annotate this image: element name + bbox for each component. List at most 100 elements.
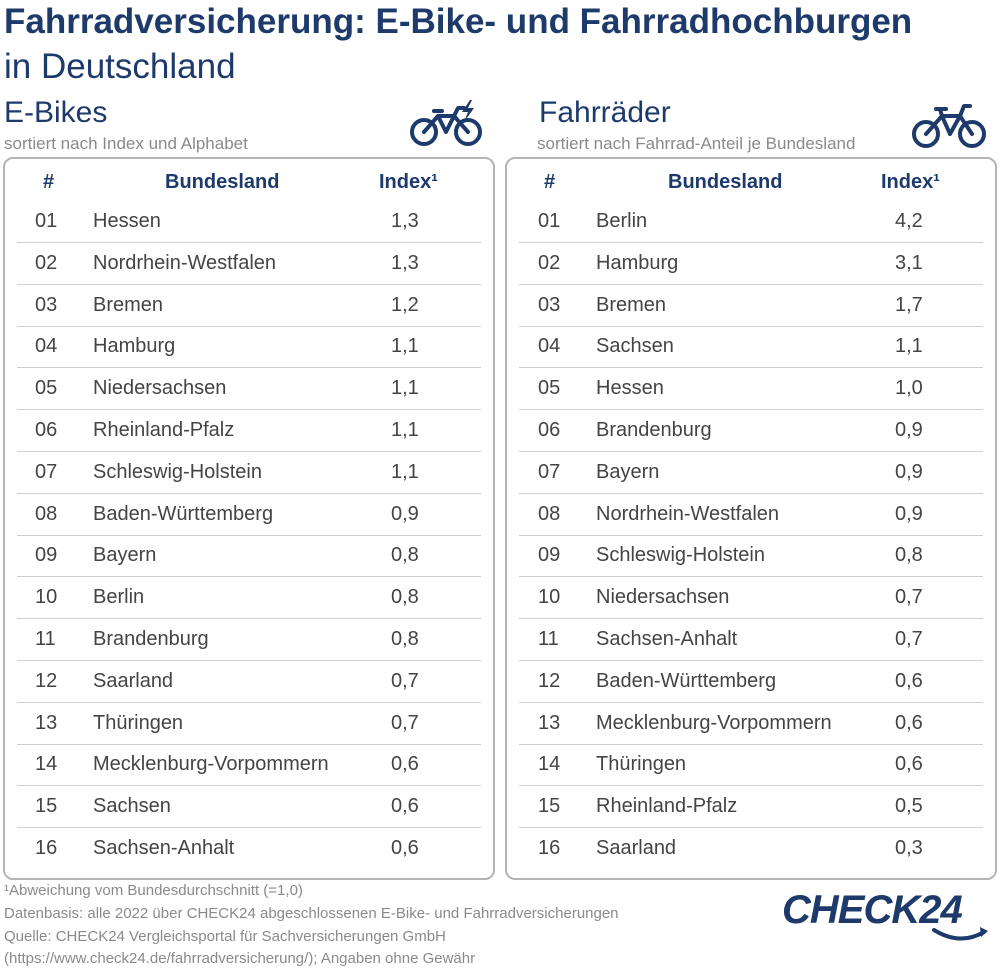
row-state: Schleswig-Holstein	[596, 544, 765, 567]
row-rank: 09	[35, 544, 58, 567]
row-rank: 06	[538, 419, 561, 441]
row-divider	[17, 451, 481, 452]
table-row: 10 Niedersachsen 0,7	[507, 577, 995, 620]
table-row: 14 Thüringen 0,6	[507, 744, 995, 787]
row-state: Sachsen-Anhalt	[93, 837, 235, 859]
check24-logo: CHECK24	[782, 888, 963, 933]
check24-logo-text: CHECK24	[782, 888, 963, 932]
row-state: Mecklenburg-Vorpommern	[596, 711, 832, 734]
table-row: 10 Berlin 0,8	[5, 577, 493, 620]
row-state: Baden-Württemberg	[596, 669, 777, 692]
table-row: 15 Rheinland-Pfalz 0,5	[507, 786, 995, 829]
table-row: 02 Nordrhein-Westfalen 1,3	[5, 243, 493, 285]
row-divider	[519, 409, 983, 411]
column-header-index: Index¹	[881, 171, 940, 193]
row-rank: 08	[538, 502, 561, 525]
ebikes-section-title: E-Bikes	[4, 96, 108, 129]
row-rank: 05	[35, 377, 58, 400]
row-state: Niedersachsen	[596, 586, 730, 609]
row-rank: 08	[35, 502, 58, 525]
table-row: 01 Berlin 4,2	[507, 201, 995, 243]
row-index: 0,8	[895, 544, 923, 567]
row-divider	[17, 701, 481, 703]
table-row: 06 Rheinland-Pfalz 1,1	[5, 410, 493, 452]
bicycles-table: # Bundesland Index¹ 01 Berlin 4,2 02 Hamburg…	[505, 157, 997, 880]
bicycle-icon	[912, 104, 986, 148]
row-index: 1,1	[391, 377, 419, 400]
footnote-data-basis: Datenbasis: alle 2022 über CHECK24 abges…	[4, 905, 619, 922]
table-row: 13 Thüringen 0,7	[5, 703, 493, 745]
row-rank: 02	[35, 251, 58, 274]
column-header-state: Bundesland	[668, 171, 783, 193]
table-row: 04 Hamburg 1,1	[5, 326, 493, 369]
row-divider	[519, 618, 983, 620]
row-index: 0,9	[391, 502, 419, 525]
row-rank: 05	[538, 377, 561, 400]
row-divider	[17, 492, 481, 494]
row-index: 0,9	[895, 502, 923, 525]
row-rank: 09	[538, 544, 561, 567]
row-index: 0,8	[391, 586, 419, 609]
table-row: 09 Schleswig-Holstein 0,8	[507, 535, 995, 578]
row-state: Berlin	[596, 210, 648, 232]
row-divider	[17, 325, 481, 327]
row-index: 0,6	[391, 837, 419, 859]
row-divider	[17, 367, 481, 369]
row-state: Berlin	[93, 586, 145, 609]
row-index: 3,1	[895, 251, 923, 274]
row-index: 0,8	[391, 628, 419, 650]
row-rank: 12	[538, 669, 561, 692]
row-index: 0,7	[895, 586, 923, 609]
row-divider	[519, 701, 983, 703]
row-index: 0,9	[895, 460, 923, 483]
row-state: Bayern	[596, 460, 660, 483]
table-row: 06 Brandenburg 0,9	[507, 410, 995, 452]
row-state: Bremen	[93, 293, 164, 316]
row-state: Nordrhein-Westfalen	[596, 502, 780, 525]
column-header-index: Index¹	[379, 171, 438, 193]
row-index: 1,1	[895, 335, 923, 358]
row-divider	[519, 283, 983, 285]
row-divider	[17, 283, 481, 285]
row-rank: 16	[35, 837, 58, 859]
row-divider	[519, 785, 983, 787]
table-row: 13 Mecklenburg-Vorpommern 0,6	[507, 703, 995, 745]
row-rank: 10	[35, 586, 58, 609]
table-row: 05 Hessen 1,0	[507, 368, 995, 411]
row-state: Hamburg	[93, 335, 176, 358]
row-state: Baden-Württemberg	[93, 502, 274, 525]
page-title-line1: Fahrradversicherung: E-Bike- und Fahrrad…	[4, 2, 913, 41]
row-rank: 11	[35, 628, 56, 650]
row-state: Bremen	[596, 293, 667, 316]
row-index: 1,1	[391, 335, 419, 358]
row-index: 1,7	[895, 293, 923, 316]
row-state: Thüringen	[93, 711, 184, 734]
row-state: Sachsen-Anhalt	[596, 628, 738, 650]
check24-logo-swoosh	[932, 927, 988, 941]
row-divider	[519, 660, 983, 661]
row-divider	[17, 743, 481, 745]
row-state: Rheinland-Pfalz	[93, 419, 235, 441]
row-rank: 11	[538, 628, 559, 650]
table-row: 05 Niedersachsen 1,1	[5, 368, 493, 411]
row-state: Sachsen	[596, 335, 674, 358]
row-divider	[519, 492, 983, 494]
row-state: Saarland	[596, 837, 677, 859]
footnote-source: Quelle: CHECK24 Vergleichsportal für Sac…	[4, 928, 446, 945]
table-row: 07 Bayern 0,9	[507, 452, 995, 494]
row-state: Sachsen	[93, 795, 171, 818]
table-row: 03 Bremen 1,7	[507, 285, 995, 327]
row-rank: 03	[538, 293, 561, 316]
row-divider	[519, 743, 983, 745]
ebikes-section-subtitle: sortiert nach Index und Alphabet	[4, 134, 248, 153]
row-state: Schleswig-Holstein	[93, 460, 262, 483]
column-header-rank: #	[544, 171, 556, 193]
table-row: 12 Baden-Württemberg 0,6	[507, 661, 995, 703]
row-divider	[17, 660, 481, 661]
row-index: 1,1	[391, 460, 419, 483]
ebikes-table-header: # Bundesland Index¹	[5, 171, 493, 201]
row-divider	[519, 325, 983, 327]
row-rank: 01	[538, 210, 561, 232]
row-index: 0,7	[391, 669, 419, 692]
row-rank: 06	[35, 419, 58, 441]
